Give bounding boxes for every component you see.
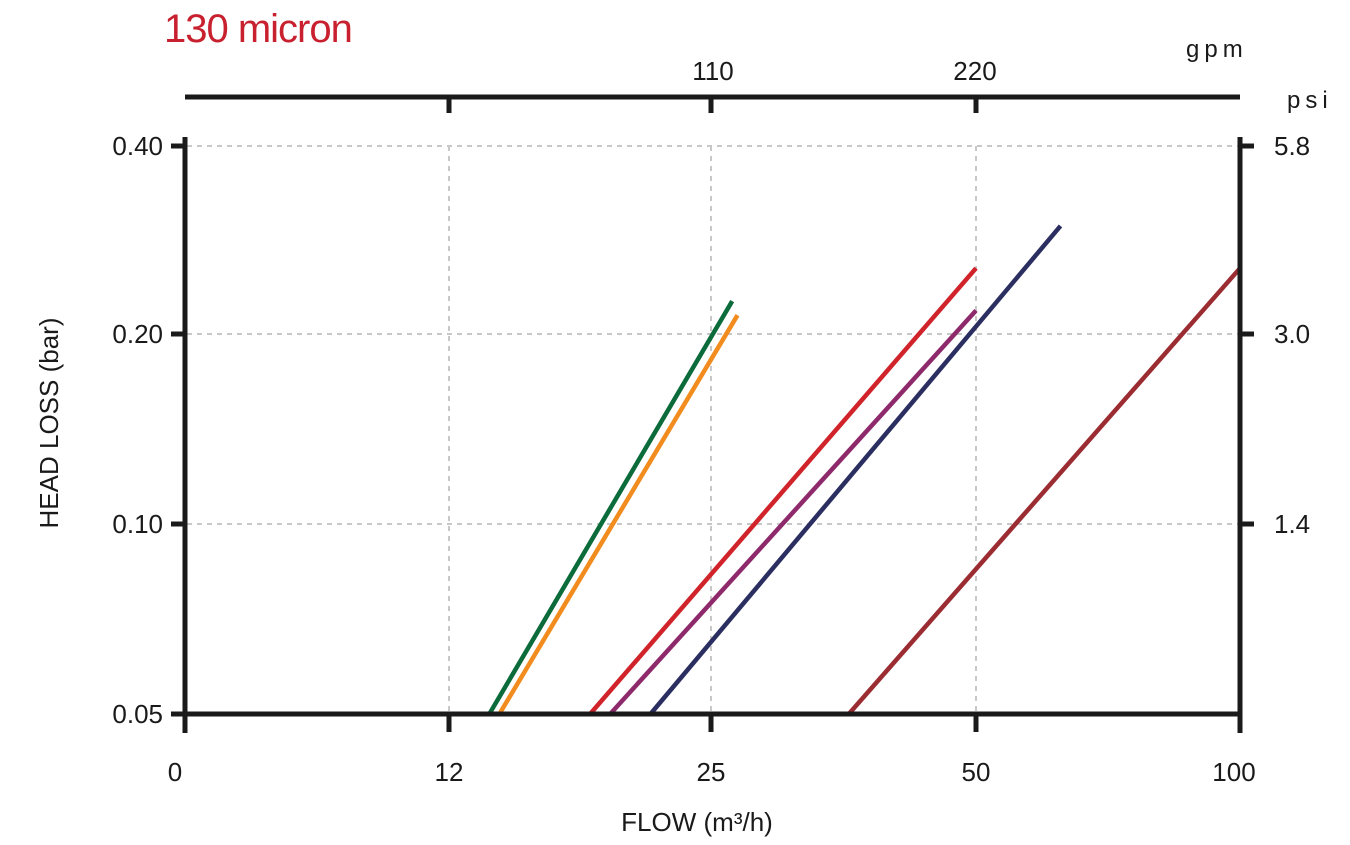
y-tick-label: 0.05	[112, 699, 163, 729]
chart-title: 130 micron	[164, 7, 352, 51]
psi-unit-label: psi	[1287, 87, 1333, 114]
gpm-tick-label: 220	[953, 56, 996, 86]
x-tick-label: 12	[435, 757, 464, 787]
gpm-axis: 110 220 gpm	[185, 36, 1248, 113]
y-tick-label: 0.40	[112, 131, 163, 161]
grid	[187, 145, 1238, 712]
series-line-4	[608, 308, 978, 716]
y-tick-label: 0.20	[112, 319, 163, 349]
series-line-5	[648, 224, 1063, 716]
y-axis-label: HEAD LOSS (bar)	[34, 318, 64, 529]
x-tick-label: 100	[1212, 757, 1255, 787]
series-line-3	[588, 266, 978, 716]
psi-tick-label: 1.4	[1274, 509, 1310, 539]
psi-tick-label: 5.8	[1274, 131, 1310, 161]
series-layer	[487, 224, 1242, 716]
gpm-unit-label: gpm	[1186, 36, 1248, 63]
series-line-6	[847, 266, 1242, 716]
primary-axes	[171, 137, 1254, 733]
series-line-1	[487, 299, 735, 716]
psi-tick-label: 3.0	[1274, 319, 1310, 349]
x-axis-label: FLOW (m³/h)	[621, 807, 773, 837]
gpm-tick-label: 110	[692, 56, 733, 86]
y-tick-label: 0.10	[112, 509, 163, 539]
x-tick-label: 50	[962, 757, 991, 787]
series-line-2	[497, 314, 740, 716]
x-tick-label: 25	[697, 757, 726, 787]
x-tick-label: 0	[168, 757, 182, 787]
